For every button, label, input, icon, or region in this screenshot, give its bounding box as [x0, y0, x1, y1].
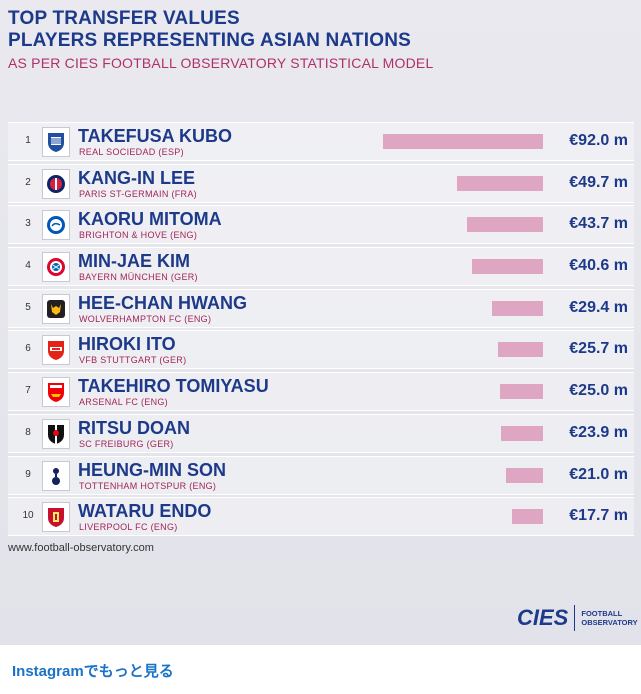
value-bar [491, 300, 543, 316]
value-bar [383, 134, 543, 149]
title-line-1: TOP TRANSFER VALUES [8, 8, 240, 29]
arsenal-crest-icon [42, 377, 70, 408]
brand-line-1: FOOTBALL [581, 609, 623, 618]
ranking-row: 6 HIROKI ITO VFB STUTTGART (GER) €25.7 m [8, 330, 634, 370]
value-bar [501, 425, 543, 441]
ranking-row: 8 RITSU DOAN SC FREIBURG (GER) €23.9 m [8, 413, 634, 453]
club-name: ARSENAL FC (ENG) [79, 397, 168, 408]
rank-number: 10 [22, 510, 34, 522]
ranking-row: 1 TAKEFUSA KUBO REAL SOCIEDAD (ESP) €92.0 m [8, 122, 634, 161]
value-bar [472, 259, 543, 275]
cies-logo: CIES FOOTBALL OBSERVATORY [517, 605, 638, 631]
club-name: PARIS ST-GERMAIN (FRA) [79, 188, 197, 199]
value-bar [456, 175, 543, 191]
club-name: BRIGHTON & HOVE (ENG) [79, 230, 198, 241]
ranking-row: 3 KAORU MITOMA BRIGHTON & HOVE (ENG) €43.7 … [8, 205, 634, 245]
wolves-crest-icon [42, 293, 70, 324]
ranking-row: 5 HEE-CHAN HWANG WOLVERHAMPTON FC (ENG) €29… [8, 288, 634, 328]
value-label: €29.4 m [569, 298, 628, 316]
value-label: €49.7 m [569, 173, 628, 191]
value-label: €43.7 m [569, 215, 628, 233]
value-bar [506, 467, 543, 483]
ranking-list: 1 TAKEFUSA KUBO REAL SOCIEDAD (ESP) €92.0 m… [8, 122, 634, 539]
player-name: TAKEFUSA KUBO [78, 126, 232, 146]
rank-number: 2 [25, 176, 31, 188]
psg-crest-icon [42, 168, 70, 199]
club-name: TOTTENHAM HOTSPUR (ENG) [79, 480, 217, 491]
value-label: €21.0 m [569, 465, 628, 483]
ranking-row: 2 KANG-IN LEE PARIS ST-GERMAIN (FRA) €49.7 … [8, 163, 634, 203]
club-name: BAYERN MÜNCHEN (GER) [79, 272, 198, 283]
tottenham-crest-icon [42, 460, 70, 491]
brighton-crest-icon [42, 210, 70, 241]
player-name: RITSU DOAN [78, 417, 190, 438]
title-block: TOP TRANSFER VALUES PLAYERS REPRESENTING… [8, 8, 433, 72]
title-line-2: PLAYERS REPRESENTING ASIAN NATIONS [8, 30, 412, 51]
rank-number: 9 [25, 468, 31, 480]
player-name: MIN-JAE KIM [78, 251, 190, 272]
player-name: KAORU MITOMA [78, 209, 222, 230]
cies-brand-mark: CIES [517, 605, 569, 630]
value-label: €92.0 m [569, 132, 628, 149]
rank-number: 5 [25, 301, 31, 313]
freiburg-crest-icon [42, 418, 70, 449]
ranking-row: 4 MIN-JAE KIM BAYERN MÜNCHEN (GER) €40.6 m [8, 247, 634, 287]
subtitle: AS PER CIES FOOTBALL OBSERVATORY STATIST… [8, 55, 434, 71]
value-bar [498, 342, 543, 358]
stuttgart-crest-icon [42, 335, 70, 366]
value-label: €23.9 m [569, 423, 628, 441]
value-label: €25.7 m [569, 340, 628, 358]
value-label: €25.0 m [569, 382, 628, 400]
logo-divider [574, 605, 576, 631]
club-name: WOLVERHAMPTON FC (ENG) [79, 313, 212, 324]
club-name: SC FREIBURG (GER) [79, 438, 174, 449]
rank-number: 3 [25, 218, 31, 230]
value-bar [499, 384, 543, 400]
bayern-crest-icon [42, 252, 70, 283]
value-label: €17.7 m [569, 507, 628, 525]
instagram-more-link[interactable]: Instagramでもっと見る [12, 663, 174, 680]
value-bar [467, 217, 543, 233]
rank-number: 4 [25, 260, 31, 272]
club-name: VFB STUTTGART (GER) [79, 355, 187, 366]
source-url: www.football-observatory.com [8, 542, 154, 554]
ranking-row: 7 TAKEHIRO TOMIYASU ARSENAL FC (ENG) €25.0 … [8, 372, 634, 412]
value-label: €40.6 m [569, 257, 628, 275]
ranking-row: 9 HEUNG-MIN SON TOTTENHAM HOTSPUR (ENG) €21… [8, 455, 634, 495]
player-name: TAKEHIRO TOMIYASU [78, 376, 269, 397]
club-name: LIVERPOOL FC (ENG) [79, 522, 178, 533]
player-name: KANG-IN LEE [78, 167, 195, 188]
infographic-card: TOP TRANSFER VALUES PLAYERS REPRESENTING… [0, 0, 641, 645]
player-name: HEUNG-MIN SON [78, 459, 226, 480]
liverpool-crest-icon [42, 502, 70, 533]
player-name: HEE-CHAN HWANG [78, 292, 247, 313]
brand-line-2: OBSERVATORY [581, 618, 638, 627]
rank-number: 6 [25, 343, 31, 355]
rank-number: 8 [25, 426, 31, 438]
value-bar [512, 509, 543, 525]
player-name: HIROKI ITO [78, 334, 176, 355]
player-name: WATARU ENDO [78, 501, 212, 522]
real-sociedad-crest-icon [42, 127, 70, 157]
club-name: REAL SOCIEDAD (ESP) [79, 147, 184, 157]
rank-number: 1 [25, 135, 31, 146]
rank-number: 7 [25, 385, 31, 397]
cies-brand-text: FOOTBALL OBSERVATORY [581, 609, 637, 627]
ranking-row: 10 WATARU ENDO LIVERPOOL FC (ENG) €17.7 m [8, 497, 634, 537]
